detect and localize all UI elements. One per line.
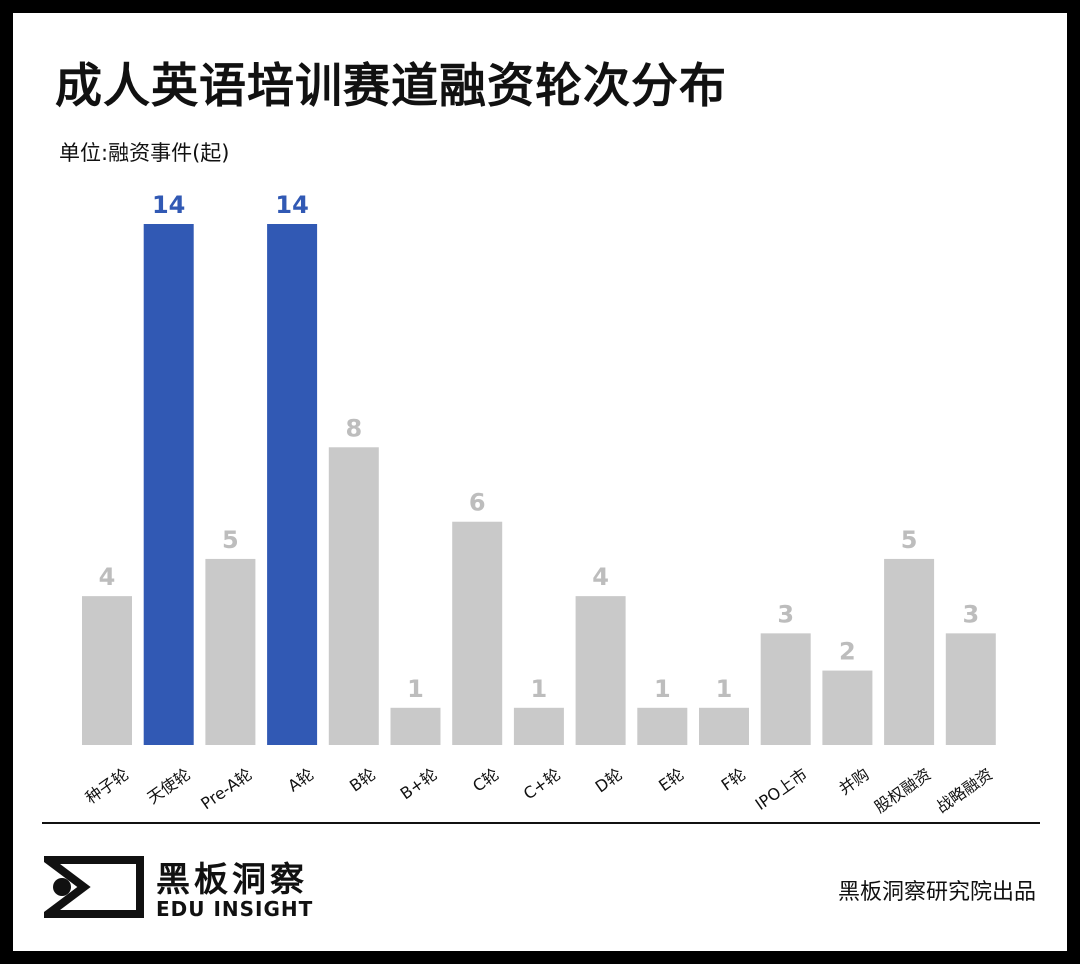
x-tick-label: 种子轮	[82, 765, 132, 808]
data-label: 1	[407, 675, 424, 703]
bar	[390, 707, 441, 745]
bar	[822, 670, 873, 745]
x-tick-label: Pre-A轮	[197, 765, 255, 814]
data-label: 6	[469, 489, 486, 517]
data-label: 3	[962, 600, 979, 628]
chart-title: 成人英语培训赛道融资轮次分布	[55, 59, 727, 114]
x-tick-label: 战略融资	[933, 765, 996, 817]
data-label: 4	[99, 563, 116, 591]
unit-label: 单位:融资事件(起)	[59, 141, 230, 165]
bar-chart: 4 种子轮 14 天使轮 5 Pre-A轮 14 A轮 8 B轮 1 B+轮 6 C轮 1 C+轮 4 D轮 1 E轮…	[82, 191, 996, 817]
bar	[513, 707, 564, 745]
data-label: 5	[222, 526, 239, 554]
x-tick-label: B+轮	[397, 765, 441, 804]
logo-chinese-text: 黑板洞察	[156, 860, 308, 900]
x-tick-label: B轮	[346, 765, 379, 796]
x-tick-label: C轮	[469, 765, 502, 796]
bar	[82, 596, 132, 745]
x-tick-label: D轮	[592, 765, 626, 797]
bar	[884, 558, 935, 745]
bar	[699, 707, 749, 745]
credit-text: 黑板洞察研究院出品	[837, 880, 1036, 905]
x-tick-label: IPO上市	[752, 765, 811, 814]
bar	[267, 224, 318, 745]
x-tick-label: 并购	[835, 765, 872, 799]
data-label: 2	[839, 638, 856, 666]
data-label: 4	[592, 563, 609, 591]
data-label: 14	[152, 191, 185, 219]
bar	[143, 224, 194, 745]
footer-divider	[42, 822, 1040, 824]
data-label: 1	[654, 675, 671, 703]
bar	[205, 558, 256, 745]
bar	[760, 633, 811, 745]
logo-english-text: EDU INSIGHT	[156, 897, 314, 921]
x-tick-label: C+轮	[520, 765, 564, 804]
bar	[575, 596, 626, 745]
data-label: 8	[345, 414, 362, 442]
data-label: 14	[275, 191, 308, 219]
data-label: 1	[716, 675, 733, 703]
x-tick-label: E轮	[655, 765, 687, 796]
x-tick-label: 天使轮	[144, 765, 194, 808]
data-label: 1	[531, 675, 548, 703]
bar	[328, 447, 379, 745]
bar	[945, 633, 996, 745]
eye-bracket-logo-icon	[44, 856, 144, 918]
bar	[452, 521, 503, 745]
x-tick-label: 股权融资	[871, 765, 934, 817]
bar	[637, 707, 688, 745]
x-tick-label: F轮	[718, 765, 750, 795]
data-label: 5	[901, 526, 918, 554]
x-tick-label: A轮	[284, 765, 317, 796]
data-label: 3	[777, 600, 794, 628]
